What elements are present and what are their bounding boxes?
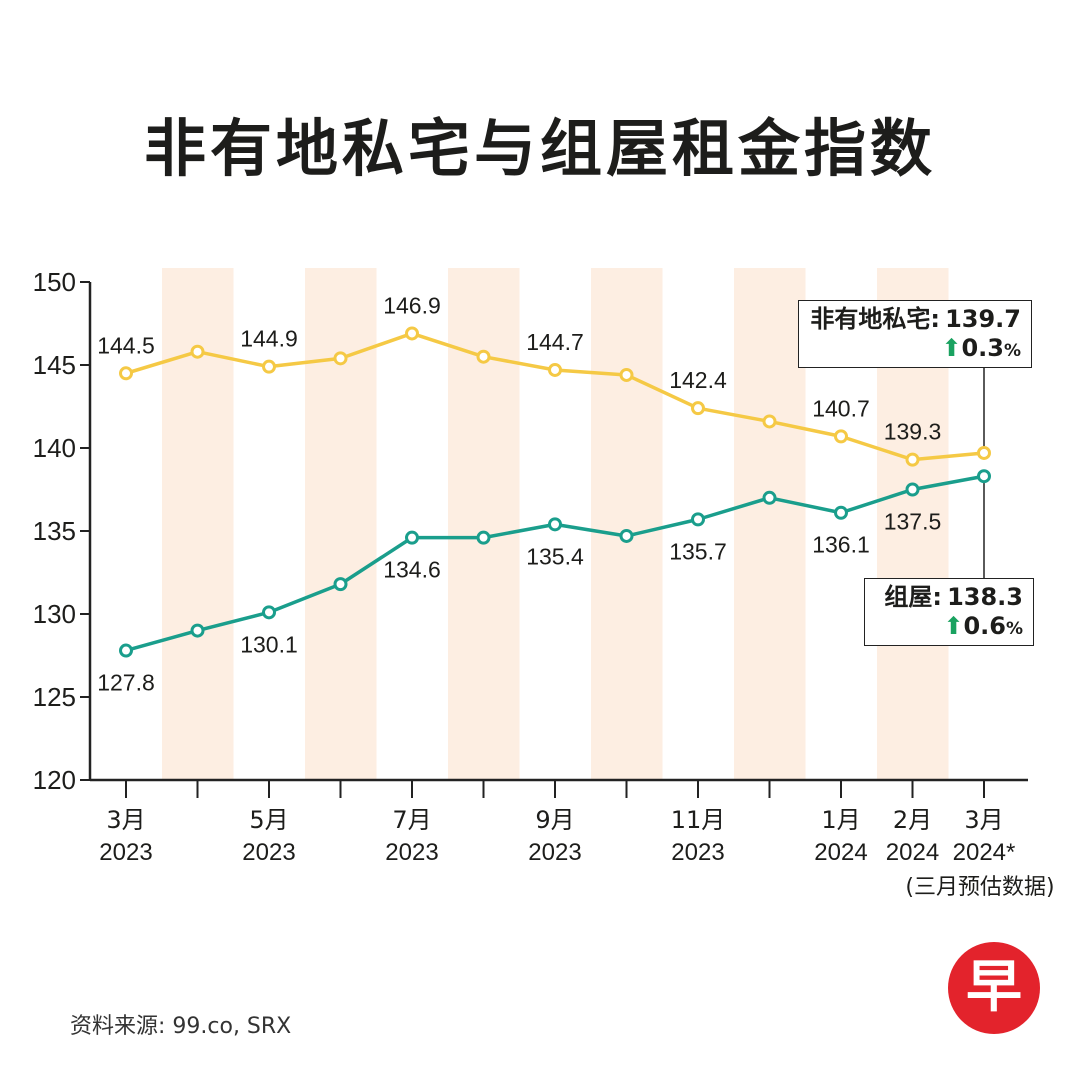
data-point [548,517,562,532]
callout-private-label: 非有地私宅: [810,305,940,333]
data-point [619,367,634,382]
data-label: 140.7 [812,395,870,421]
data-point [834,429,848,444]
data-label: 139.3 [884,419,942,445]
x-tick-month: 3月 [964,806,1003,834]
arrow-up-icon: ⬆ [941,333,962,362]
data-point [619,528,634,543]
source-note: 资料来源: 99.co, SRX [70,1014,292,1039]
callout-private-change: 0.3 [961,333,1004,362]
background-band [734,268,806,780]
data-point [476,530,491,545]
data-point [119,643,133,658]
series-points [119,326,991,658]
x-tick-month: 2月 [893,806,932,834]
callout-private: 非有地私宅: 139.7 ⬆0.3% [798,300,1032,368]
y-tick-label: 120 [33,765,76,795]
background-band [305,268,377,780]
chart-title: 非有地私宅与组屋租金指数 [143,112,936,185]
x-axis-footnote: (三月预估数据) [905,875,1054,900]
data-point [977,445,991,460]
callout-private-pct: % [1003,340,1021,361]
data-point [190,623,205,638]
data-label: 135.7 [669,538,727,564]
y-tick-label: 125 [33,682,76,712]
x-tick-year: 2023 [385,839,438,866]
data-point [548,362,562,377]
background-band [591,268,663,780]
callout-hdb-pct: % [1005,618,1023,639]
x-tick-month: 5月 [249,806,288,834]
callout-private-value: 139.7 [945,305,1021,333]
data-point [333,577,348,592]
y-tick-label: 140 [33,433,76,463]
data-point [977,469,991,484]
y-tick-label: 130 [33,599,76,629]
data-point [119,366,133,381]
x-axis-ticks: 3月 2023 5月 2023 7月 2023 9月 2023 11月 2023 1月 2024 2月 2… [99,780,1055,900]
x-tick-month: 1月 [821,806,860,834]
callout-hdb-label: 组屋: [884,583,942,611]
data-point [905,482,920,497]
y-tick-label: 150 [33,267,76,297]
data-point [762,490,777,505]
data-label: 137.5 [884,509,942,535]
arrow-up-icon: ⬆ [943,611,964,640]
x-tick-year: 2023 [242,839,295,866]
data-point [762,414,777,429]
callout-hdb: 组屋: 138.3 ⬆0.6% [864,578,1034,646]
x-tick-year: 2023 [671,839,724,866]
data-label: 127.8 [97,670,155,696]
data-label: 144.9 [240,326,298,352]
x-tick-year: 2024* [953,839,1016,866]
callout-hdb-change: 0.6 [963,611,1006,640]
x-tick-year: 2024 [886,839,939,866]
data-point [405,530,419,545]
data-point [190,344,205,359]
data-point [262,359,276,374]
data-point [691,401,705,416]
y-axis-ticks: 150 145 140 135 130 125 120 [33,267,90,795]
x-tick-month: 9月 [535,806,574,834]
data-labels: 144.5 144.9 146.9 144.7 142.4 140.7 139.3 127.8… [97,292,941,695]
x-tick-year: 2023 [99,839,152,866]
y-tick-label: 135 [33,516,76,546]
background-band [448,268,520,780]
data-point [834,505,848,520]
x-tick-year: 2023 [528,839,581,866]
data-label: 130.1 [240,631,298,657]
data-label: 144.7 [526,329,584,355]
x-tick-month: 7月 [392,806,431,834]
data-point [691,512,705,527]
zaobao-logo: 早 [948,942,1040,1034]
series-lines [125,331,985,653]
data-label: 144.5 [97,332,155,358]
data-label: 146.9 [383,292,441,318]
data-label: 136.1 [812,532,870,558]
x-tick-month: 11月 [671,806,726,834]
data-point [476,349,491,364]
data-point [262,605,276,620]
data-point [333,351,348,366]
data-label: 134.6 [383,557,441,583]
callout-hdb-value: 138.3 [947,583,1023,611]
data-label: 135.4 [526,543,584,569]
data-point [405,326,419,341]
data-label: 142.4 [669,367,727,393]
x-tick-year: 2024 [814,839,867,866]
x-tick-month: 3月 [106,806,145,834]
y-tick-label: 145 [33,350,76,380]
data-point [905,452,920,467]
